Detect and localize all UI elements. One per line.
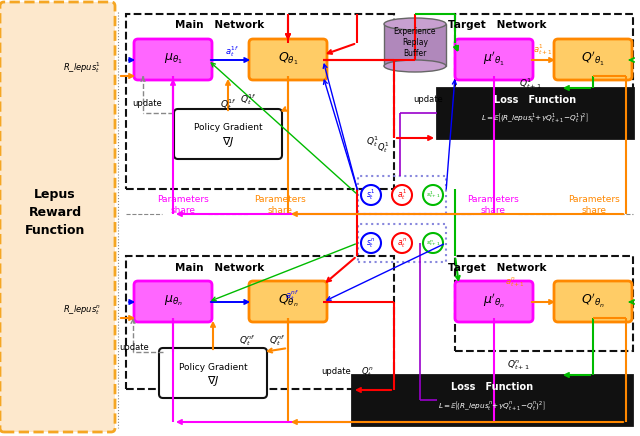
Bar (358, 224, 446, 262)
Circle shape (392, 185, 412, 205)
Text: $Q_{\theta_1}$: $Q_{\theta_1}$ (278, 51, 298, 67)
Bar (126, 256, 394, 389)
Text: Parameters
share: Parameters share (568, 195, 620, 215)
FancyBboxPatch shape (554, 39, 632, 80)
FancyBboxPatch shape (159, 348, 267, 398)
Bar (455, 256, 633, 351)
Text: update: update (119, 343, 149, 351)
Bar (352, 375, 632, 425)
Text: $Q_t^n$: $Q_t^n$ (361, 365, 373, 379)
Text: Reward: Reward (28, 207, 81, 219)
FancyBboxPatch shape (0, 2, 115, 432)
Text: $\nabla J$: $\nabla J$ (207, 374, 220, 388)
Text: Function: Function (25, 225, 85, 238)
Text: $Q'_{\theta_1}$: $Q'_{\theta_1}$ (581, 50, 605, 68)
Text: Experience: Experience (394, 27, 436, 37)
Circle shape (423, 185, 443, 205)
Circle shape (361, 233, 381, 253)
Text: Parameters
share: Parameters share (157, 195, 209, 215)
Text: Loss   Function: Loss Function (494, 95, 576, 105)
Text: $a_{t+1}^1$: $a_{t+1}^1$ (533, 43, 553, 58)
Text: $L=\mathbb{E}\!\left[(R\_lepus_t^n\!+\!\gamma Q_{t+1}^n\!-\!Q_t^n)^2\right]$: $L=\mathbb{E}\!\left[(R\_lepus_t^n\!+\!\… (438, 399, 546, 412)
Text: $Q_t^1$: $Q_t^1$ (366, 135, 380, 150)
Circle shape (392, 233, 412, 253)
Text: $a_t^{nf}$: $a_t^{nf}$ (285, 289, 299, 303)
FancyBboxPatch shape (554, 281, 632, 322)
Ellipse shape (384, 60, 446, 72)
Text: Target   Network: Target Network (448, 20, 547, 30)
Text: $Q'_{\theta_n}$: $Q'_{\theta_n}$ (581, 292, 605, 310)
Text: Main   Network: Main Network (175, 263, 264, 273)
Bar (126, 14, 394, 189)
Text: Main   Network: Main Network (175, 20, 264, 30)
Text: $Q_t^{1f}$: $Q_t^{1f}$ (220, 98, 236, 112)
FancyBboxPatch shape (455, 281, 533, 322)
Text: $a_t^1$: $a_t^1$ (397, 187, 407, 202)
Text: Target   Network: Target Network (448, 263, 547, 273)
FancyBboxPatch shape (455, 39, 533, 80)
Text: Loss   Function: Loss Function (451, 382, 533, 392)
Text: Policy Gradient: Policy Gradient (179, 362, 247, 371)
Text: $s_t^1$: $s_t^1$ (366, 187, 376, 202)
Text: update: update (321, 367, 351, 375)
Bar (455, 14, 633, 134)
Text: $Q_t^{1f}$: $Q_t^{1f}$ (239, 92, 257, 107)
Text: $R\_lepus_t^n$: $R\_lepus_t^n$ (63, 303, 101, 317)
Text: $s_{t+1}^n$: $s_{t+1}^n$ (426, 238, 440, 248)
Text: $a_t^n$: $a_t^n$ (397, 236, 407, 250)
Text: $Q_{t+1}^1$: $Q_{t+1}^1$ (518, 77, 541, 92)
FancyBboxPatch shape (249, 39, 327, 80)
Text: $Q_t^{nf}$: $Q_t^{nf}$ (269, 334, 285, 348)
Text: $Q_{\theta_n}$: $Q_{\theta_n}$ (278, 293, 298, 309)
Text: update: update (413, 95, 443, 105)
Text: $\mu_{\theta_n}$: $\mu_{\theta_n}$ (164, 294, 182, 308)
Text: Parameters
share: Parameters share (467, 195, 519, 215)
Text: Replay: Replay (402, 38, 428, 48)
Text: Lepus: Lepus (34, 188, 76, 201)
FancyBboxPatch shape (174, 109, 282, 159)
Text: $R\_lepus_t^1$: $R\_lepus_t^1$ (63, 61, 101, 75)
Bar (437, 88, 633, 138)
Text: $Q_{t+1}^n$: $Q_{t+1}^n$ (507, 358, 529, 372)
Text: $\mu_{\theta_1}$: $\mu_{\theta_1}$ (164, 52, 182, 66)
Circle shape (423, 233, 443, 253)
Text: $s_{t+1}^1$: $s_{t+1}^1$ (426, 190, 440, 201)
Text: $a_t^{1f}$: $a_t^{1f}$ (225, 44, 239, 59)
Ellipse shape (384, 18, 446, 30)
Text: $L=\mathbb{E}\!\left[(R\_lepus_t^1\!+\!\gamma Q_{t+1}^1\!-\!Q_t^1)^2\right]$: $L=\mathbb{E}\!\left[(R\_lepus_t^1\!+\!\… (481, 111, 589, 125)
Text: $Q_t^1$: $Q_t^1$ (377, 140, 389, 156)
FancyBboxPatch shape (134, 281, 212, 322)
Text: $\mu'_{\theta_1}$: $\mu'_{\theta_1}$ (483, 50, 505, 68)
Text: $a_{t+1}^n$: $a_{t+1}^n$ (505, 275, 525, 289)
FancyBboxPatch shape (249, 281, 327, 322)
Text: Parameters
share: Parameters share (254, 195, 306, 215)
Text: update: update (132, 99, 162, 109)
Text: Buffer: Buffer (403, 48, 427, 58)
Bar (384, 24, 446, 66)
Text: $\mu'_{\theta_n}$: $\mu'_{\theta_n}$ (483, 292, 505, 310)
Text: $Q_t^{nf}$: $Q_t^{nf}$ (239, 334, 255, 348)
FancyBboxPatch shape (134, 39, 212, 80)
Text: $\nabla J$: $\nabla J$ (222, 135, 234, 149)
Text: Policy Gradient: Policy Gradient (194, 123, 262, 133)
Bar (358, 176, 446, 214)
Circle shape (361, 185, 381, 205)
Text: $s_t^n$: $s_t^n$ (366, 236, 376, 250)
